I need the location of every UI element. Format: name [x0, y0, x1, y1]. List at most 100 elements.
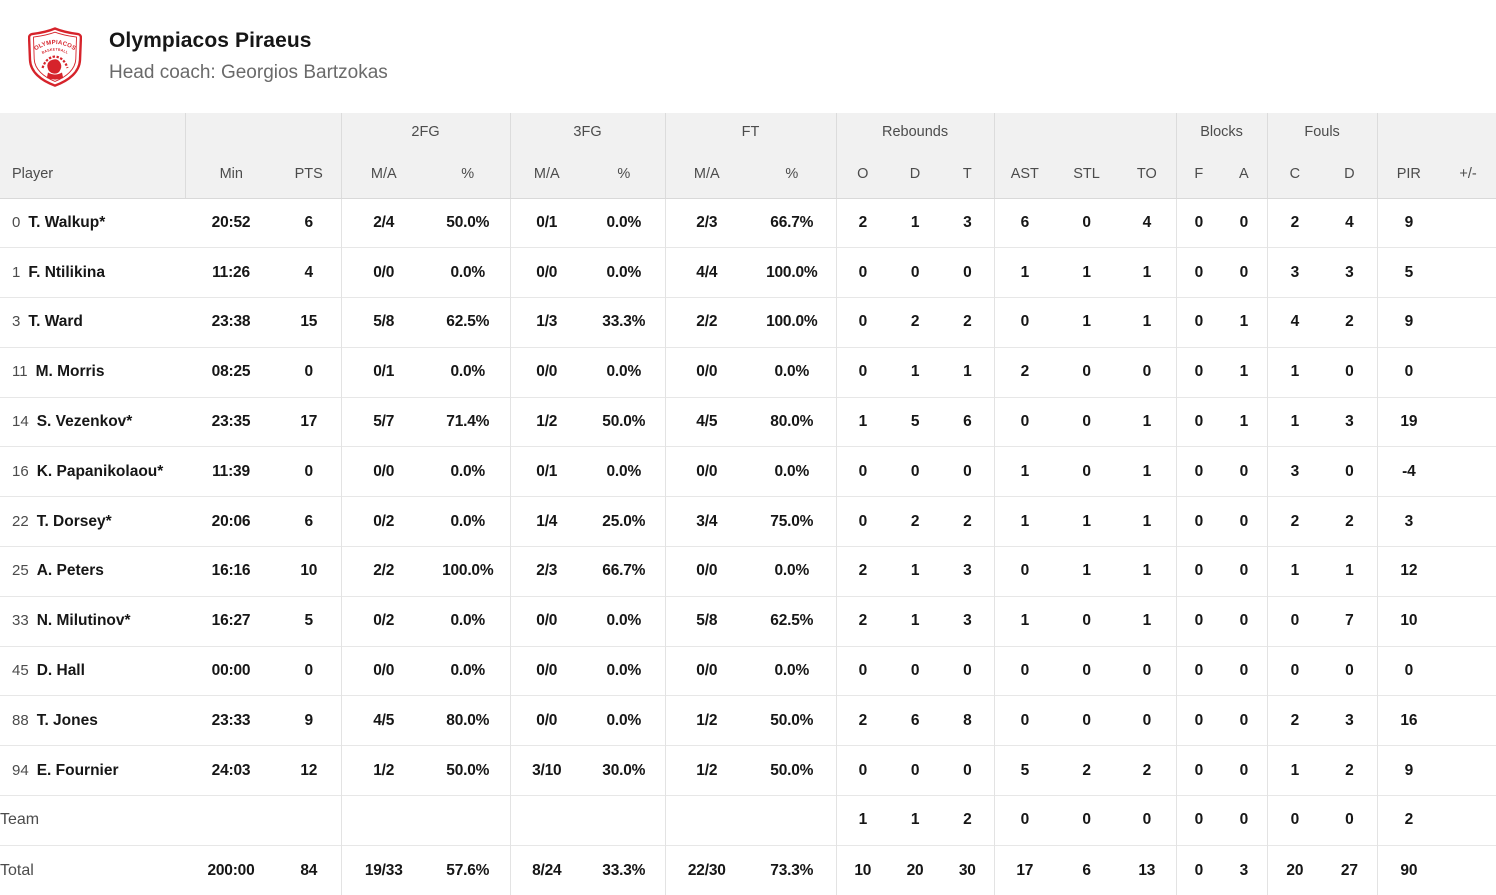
cell-to: 1	[1118, 396, 1177, 447]
cell-blk-f: 0	[1176, 446, 1222, 497]
group-header-blank	[1377, 113, 1496, 151]
player-number: 45	[12, 662, 29, 680]
player-cell[interactable]: 33 N. Milutinov*	[0, 595, 185, 647]
cell-fg2-ma	[341, 795, 426, 846]
cell-ft-pct	[748, 795, 837, 846]
olympiacos-crest-icon: OLYMPIACOS BASKETBALL	[27, 26, 83, 87]
cell-reb-t: 6	[941, 396, 995, 447]
cell-reb-o: 1	[836, 795, 890, 846]
cell-fg2-ma: 5/8	[341, 297, 426, 348]
cell-plus-minus	[1440, 396, 1496, 447]
player-name[interactable]: T. Dorsey*	[36, 512, 112, 530]
cell-foul-d: 2	[1322, 496, 1378, 547]
cell-pts: 0	[277, 346, 342, 398]
cell-pir: 5	[1377, 247, 1441, 298]
cell-reb-t: 30	[941, 844, 995, 895]
cell-min: 24:03	[185, 745, 277, 796]
player-cell[interactable]: 88 T. Jones	[0, 695, 185, 746]
player-name[interactable]: T. Ward	[28, 313, 83, 331]
col-header-pts: PTS	[277, 151, 342, 199]
cell-ft-pct: 80.0%	[748, 396, 837, 447]
cell-min: 23:35	[185, 396, 277, 447]
player-cell[interactable]: 0 T. Walkup*	[0, 198, 185, 248]
player-cell[interactable]: 3 T. Ward	[0, 297, 185, 348]
cell-to: 0	[1118, 795, 1177, 846]
cell-fg3-ma: 1/3	[510, 297, 584, 348]
cell-to: 0	[1118, 645, 1177, 696]
cell-pir: 90	[1377, 844, 1441, 895]
svg-text:BASKETBALL: BASKETBALL	[41, 47, 69, 55]
cell-blk-a: 0	[1221, 745, 1268, 796]
logo-text-bottom: BASKETBALL	[41, 47, 69, 55]
player-name[interactable]: E. Fournier	[36, 761, 119, 779]
col-header-pir: PIR	[1377, 151, 1441, 199]
cell-reb-o: 0	[836, 446, 890, 497]
col-header-stl: STL	[1055, 151, 1119, 199]
cell-to: 0	[1118, 695, 1177, 746]
player-name[interactable]: K. Papanikolaou*	[36, 462, 164, 480]
cell-reb-o: 2	[836, 546, 890, 597]
player-row: 22 T. Dorsey* 20:06 6 0/2 0.0% 1/4 25.0% 3/4 75.0…	[0, 496, 1496, 547]
player-number: 25	[12, 562, 29, 580]
player-name[interactable]: M. Morris	[35, 363, 105, 381]
cell-ft-pct: 0.0%	[748, 446, 837, 497]
col-header-reb-d: D	[889, 151, 942, 199]
cell-stl: 0	[1055, 645, 1119, 696]
player-row: 25 A. Peters 16:16 10 2/2 100.0% 2/3 66.7% 0/0 0.…	[0, 546, 1496, 597]
cell-reb-d: 1	[889, 546, 942, 597]
cell-to: 1	[1118, 496, 1177, 547]
cell-fg3-ma: 1/2	[510, 396, 584, 447]
player-cell[interactable]: 11 M. Morris	[0, 346, 185, 398]
player-name[interactable]: S. Vezenkov*	[36, 413, 133, 431]
player-cell[interactable]: 94 E. Fournier	[0, 745, 185, 796]
cell-plus-minus	[1440, 745, 1496, 796]
player-cell[interactable]: 1 F. Ntilikina	[0, 247, 185, 298]
cell-to: 2	[1118, 745, 1177, 796]
player-name[interactable]: T. Jones	[36, 711, 98, 729]
cell-pir: 9	[1377, 745, 1441, 796]
player-cell[interactable]: 45 D. Hall	[0, 645, 185, 696]
cell-foul-d: 3	[1322, 247, 1378, 298]
cell-fg3-ma: 0/0	[510, 645, 584, 696]
player-cell[interactable]: 22 T. Dorsey*	[0, 496, 185, 547]
cell-reb-o: 0	[836, 346, 890, 398]
player-cell[interactable]: 16 K. Papanikolaou*	[0, 446, 185, 497]
player-number: 94	[12, 761, 29, 779]
cell-fg3-pct: 33.3%	[583, 297, 666, 348]
cell-stl: 0	[1055, 795, 1119, 846]
team-name: Olympiacos Piraeus	[109, 29, 312, 52]
cell-ft-pct: 100.0%	[748, 247, 837, 298]
player-number: 0	[12, 213, 21, 231]
cell-ast: 6	[1020, 213, 1030, 231]
cell-fg2-ma: 2/4	[373, 213, 395, 231]
player-row: 0 T. Walkup* 20:52 6 2/4 50.0% 0/1 0.0% 2/3 66.7%…	[0, 198, 1496, 248]
cell-fg3-pct: 25.0%	[583, 496, 666, 547]
player-name[interactable]: T. Walkup*	[28, 213, 106, 231]
player-cell[interactable]: 14 S. Vezenkov*	[0, 396, 185, 447]
cell-blk-f: 0	[1176, 844, 1222, 895]
player-name[interactable]: F. Ntilikina	[28, 263, 105, 281]
cell-ft-pct: 73.3%	[748, 844, 837, 895]
cell-fg3-ma: 0/0	[510, 595, 584, 647]
cell-reb-t: 0	[941, 645, 995, 696]
cell-ft-ma: 5/8	[665, 595, 749, 647]
player-name[interactable]: N. Milutinov*	[36, 612, 131, 630]
cell-stl: 1	[1055, 297, 1119, 348]
group-header-rebounds: Rebounds	[836, 113, 995, 151]
player-name[interactable]: A. Peters	[36, 562, 104, 580]
cell-ast: 0	[994, 546, 1056, 597]
cell-reb-t: 2	[941, 297, 995, 348]
cell-fg2-pct: 80.0%	[426, 695, 511, 746]
cell-reb-d: 0	[889, 247, 942, 298]
cell-fg2-ma: 0/1	[341, 346, 426, 398]
cell-plus-minus	[1440, 546, 1496, 597]
group-header-ft: FT	[665, 113, 837, 151]
cell-blk-a: 1	[1221, 297, 1268, 348]
head-coach-line: Head coach: Georgios Bartzokas	[109, 62, 388, 83]
cell-to: 0	[1118, 346, 1177, 398]
col-header-to: TO	[1118, 151, 1177, 199]
cell-pts: 10	[277, 546, 342, 597]
player-name[interactable]: D. Hall	[36, 662, 85, 680]
cell-pts: 15	[277, 297, 342, 348]
player-cell[interactable]: 25 A. Peters	[0, 546, 185, 597]
